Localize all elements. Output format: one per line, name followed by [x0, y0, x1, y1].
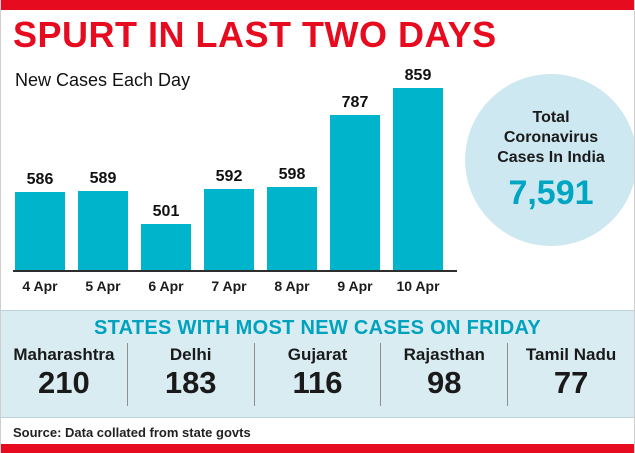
bar-value-label: 787: [341, 94, 369, 111]
bar-column: 787: [330, 94, 380, 270]
bar-column: 501: [141, 203, 191, 270]
x-axis-labels: 4 Apr 5 Apr 6 Apr 7 Apr 8 Apr 9 Apr 10 Apr: [13, 272, 465, 294]
state-cell: Gujarat 116: [253, 343, 381, 407]
bar-value-label: 501: [152, 203, 180, 220]
bar-column: 598: [267, 166, 317, 270]
bar-value-label: 592: [215, 168, 243, 185]
bar: [204, 189, 254, 270]
state-value: 183: [164, 365, 217, 400]
bar-value-label: 586: [26, 171, 54, 188]
bar: [78, 191, 128, 270]
total-cases-label: Total Coronavirus Cases In India: [497, 108, 605, 166]
state-cell: Tamil Nadu 77: [507, 343, 634, 407]
state-cell: Maharashtra 210: [1, 343, 127, 406]
bottom-red-rule: [1, 444, 634, 453]
state-name: Gujarat: [287, 345, 348, 364]
state-value: 210: [38, 365, 90, 400]
bar: [141, 224, 191, 270]
bar-chart: New Cases Each Day 586 589 501 592 598 787 859…: [13, 60, 465, 302]
state-cell: Rajasthan 98: [380, 343, 507, 407]
state-value: 98: [427, 365, 462, 400]
state-cell: Delhi 183: [126, 343, 254, 407]
bars-container: 586 589 501 592 598 787 859: [13, 60, 457, 272]
chart-title: New Cases Each Day: [15, 70, 191, 90]
source-note: Source: Data collated from state govts: [13, 425, 251, 440]
x-axis-label: 6 Apr: [148, 278, 184, 294]
bar-value-label: 589: [89, 170, 117, 187]
total-cases-badge: Total Coronavirus Cases In India 7,591: [465, 74, 634, 246]
x-axis-label: 7 Apr: [211, 278, 247, 294]
bar-column: 859: [393, 67, 443, 270]
bar: [330, 115, 380, 270]
top-red-rule: [1, 0, 634, 10]
bar: [393, 88, 443, 270]
state-value: 77: [553, 365, 589, 400]
bar-value-label: 859: [404, 67, 432, 84]
states-header: STATES WITH MOST NEW CASES ON FRIDAY: [93, 317, 542, 339]
state-name: Rajasthan: [403, 345, 485, 364]
bar-value-label: 598: [278, 166, 306, 183]
state-name: Tamil Nadu: [525, 345, 617, 364]
total-cases-value: 7,591: [508, 173, 594, 212]
x-axis-label: 4 Apr: [22, 278, 58, 294]
state-value: 116: [292, 365, 343, 400]
state-name: Maharashtra: [13, 345, 115, 364]
bar: [267, 187, 317, 270]
page-title: SPURT IN LAST TWO DAYS: [13, 14, 497, 55]
states-section: STATES WITH MOST NEW CASES ON FRIDAY Mah…: [1, 310, 634, 418]
x-axis-label: 10 Apr: [396, 278, 440, 294]
bar: [15, 192, 65, 270]
x-axis-label: 8 Apr: [274, 278, 310, 294]
bar-column: 589: [78, 170, 128, 270]
chart-section: New Cases Each Day 586 589 501 592 598 787 859…: [1, 60, 634, 302]
bar-column: 586: [15, 171, 65, 270]
states-row: Maharashtra 210 Delhi 183 Gujarat 116 Rajastha…: [1, 343, 634, 407]
x-axis-label: 5 Apr: [85, 278, 121, 294]
bar-column: 592: [204, 168, 254, 270]
x-axis-label: 9 Apr: [337, 278, 373, 294]
state-name: Delhi: [169, 345, 212, 364]
